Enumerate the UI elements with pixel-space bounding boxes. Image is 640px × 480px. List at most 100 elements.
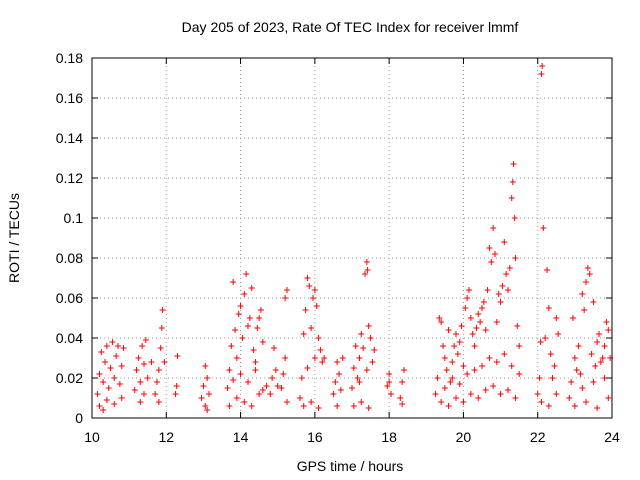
data-point (300, 331, 307, 337)
data-point (356, 379, 363, 385)
data-point (202, 403, 209, 409)
data-point (490, 225, 497, 231)
data-point (497, 391, 504, 397)
data-point (605, 395, 612, 401)
data-point (599, 355, 606, 361)
data-point (545, 403, 552, 409)
data-point (597, 359, 604, 365)
data-point (460, 399, 467, 405)
data-point (477, 319, 484, 325)
data-point (98, 349, 105, 355)
data-point (111, 375, 118, 381)
data-point (499, 283, 506, 289)
data-point (263, 383, 270, 389)
y-tick-label: 0.12 (56, 170, 83, 186)
data-point (133, 367, 140, 373)
data-point (605, 327, 612, 333)
data-point (505, 287, 511, 293)
data-point (544, 267, 550, 273)
data-point (384, 383, 391, 389)
data-point (278, 385, 285, 391)
data-point (447, 379, 454, 385)
data-point (451, 343, 458, 349)
data-point (259, 339, 266, 345)
data-point (152, 391, 159, 397)
data-point (350, 403, 357, 409)
data-point (113, 353, 120, 359)
data-point (157, 345, 164, 351)
data-point (445, 403, 452, 409)
data-point (571, 403, 578, 409)
data-point (94, 391, 101, 397)
data-point (505, 387, 511, 393)
data-point (495, 291, 502, 297)
y-tick-label: 0.04 (56, 330, 83, 346)
data-point (103, 397, 110, 403)
data-point (540, 225, 547, 231)
data-point (148, 359, 155, 365)
data-point (230, 279, 237, 285)
plot-frame (91, 57, 613, 419)
data-point (367, 335, 374, 341)
data-point (115, 343, 121, 349)
data-point (488, 259, 495, 265)
data-point (246, 315, 253, 321)
data-point (334, 359, 341, 365)
data-point (336, 371, 342, 377)
data-point (514, 323, 521, 329)
data-point (462, 305, 469, 311)
data-point (103, 343, 110, 349)
x-tick-label: 20 (456, 429, 472, 445)
data-point (137, 399, 144, 405)
data-point (159, 307, 166, 313)
data-point (233, 395, 240, 401)
data-point (503, 271, 510, 277)
y-tick-label: 0.16 (56, 90, 83, 106)
data-point (315, 405, 322, 411)
chart-title: Day 205 of 2023, Rate Of TEC Index for r… (182, 19, 519, 35)
data-point (549, 375, 556, 381)
data-point (269, 375, 276, 381)
data-point (100, 379, 107, 385)
data-point (551, 363, 558, 369)
data-point (363, 259, 370, 265)
data-point (272, 367, 279, 373)
data-point (109, 339, 116, 345)
data-point (475, 395, 482, 401)
data-point (304, 275, 311, 281)
data-point (471, 367, 478, 373)
data-point (319, 359, 326, 365)
data-point (154, 379, 160, 385)
data-point (586, 271, 593, 277)
data-point (553, 315, 560, 321)
data-point (172, 391, 179, 397)
data-point (479, 363, 485, 369)
data-point (141, 391, 147, 397)
x-tick-label: 10 (84, 429, 100, 445)
data-point (155, 367, 162, 373)
data-point (458, 323, 465, 329)
data-point (501, 351, 508, 357)
data-point (274, 383, 281, 389)
data-point (397, 395, 404, 401)
data-point (603, 319, 610, 325)
data-point (254, 325, 261, 331)
data-point (352, 343, 359, 349)
data-point (369, 359, 376, 365)
data-point (139, 343, 146, 349)
data-point (464, 295, 471, 301)
data-point (508, 195, 515, 201)
data-point (438, 319, 445, 325)
y-tick-label: 0.06 (56, 290, 83, 306)
data-point (100, 407, 107, 413)
data-point (579, 291, 586, 297)
data-point (386, 379, 393, 385)
data-point (360, 345, 367, 351)
data-point (365, 405, 372, 411)
data-point (509, 179, 516, 185)
data-point (241, 399, 248, 405)
data-point (206, 391, 212, 397)
data-point (358, 399, 365, 405)
data-point (259, 387, 266, 393)
